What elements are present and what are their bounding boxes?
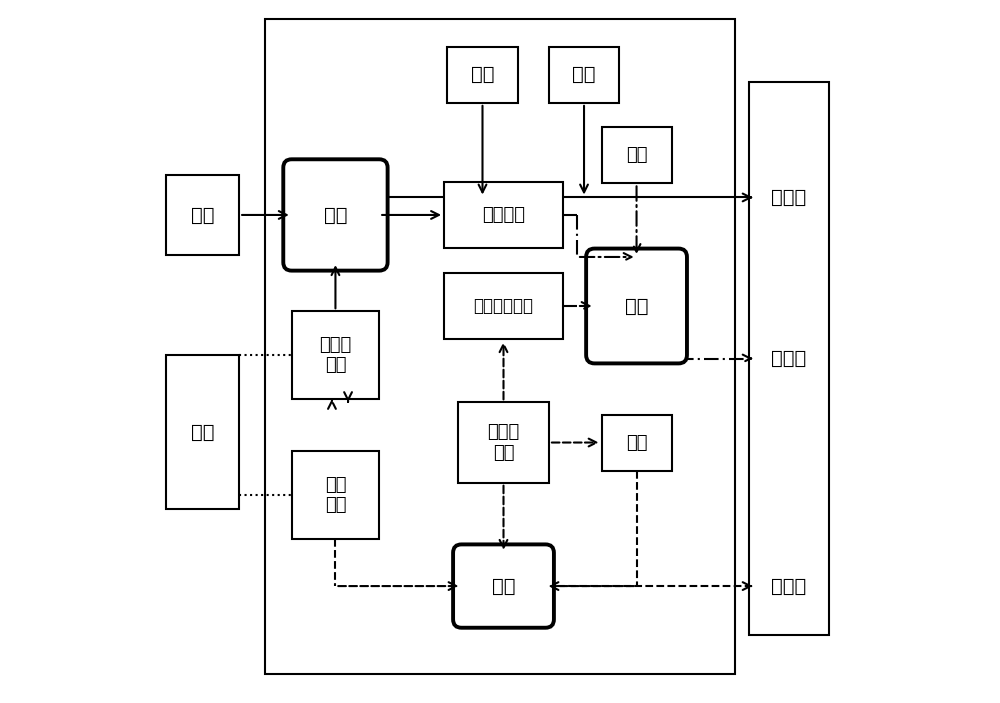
Text: 电负荷: 电负荷	[771, 188, 806, 207]
Text: 吸收式制冷机: 吸收式制冷机	[474, 297, 534, 315]
Bar	[292, 451, 379, 538]
Text: 冷能: 冷能	[625, 297, 648, 316]
Text: 热储: 热储	[626, 434, 647, 451]
Text: 电能: 电能	[324, 205, 347, 224]
Bar	[447, 47, 518, 103]
Text: 电制冷机: 电制冷机	[482, 206, 525, 224]
Text: 燃气发
电机: 燃气发 电机	[319, 335, 352, 375]
Bar	[602, 415, 672, 470]
Text: 光伏: 光伏	[471, 65, 494, 84]
Bar	[458, 402, 549, 483]
Text: 冷负荷: 冷负荷	[771, 349, 806, 368]
Bar	[749, 82, 829, 635]
FancyBboxPatch shape	[453, 544, 554, 628]
Text: 热能: 热能	[492, 576, 515, 595]
Bar	[444, 273, 563, 340]
Text: 电网: 电网	[191, 205, 214, 224]
Bar	[166, 174, 239, 255]
Bar	[602, 127, 672, 183]
Bar	[444, 181, 563, 248]
Text: 风电: 风电	[572, 65, 596, 84]
Bar	[166, 355, 239, 509]
FancyBboxPatch shape	[586, 249, 687, 363]
Bar	[265, 19, 735, 673]
Text: 热负荷: 热负荷	[771, 576, 806, 595]
Text: 燃气
锅炉: 燃气 锅炉	[325, 476, 346, 515]
FancyBboxPatch shape	[283, 160, 388, 271]
Bar	[549, 47, 619, 103]
Text: 冷储: 冷储	[626, 146, 647, 165]
Text: 燃气: 燃气	[191, 423, 214, 441]
Text: 热回收
设备: 热回收 设备	[487, 423, 520, 462]
Bar	[292, 311, 379, 399]
